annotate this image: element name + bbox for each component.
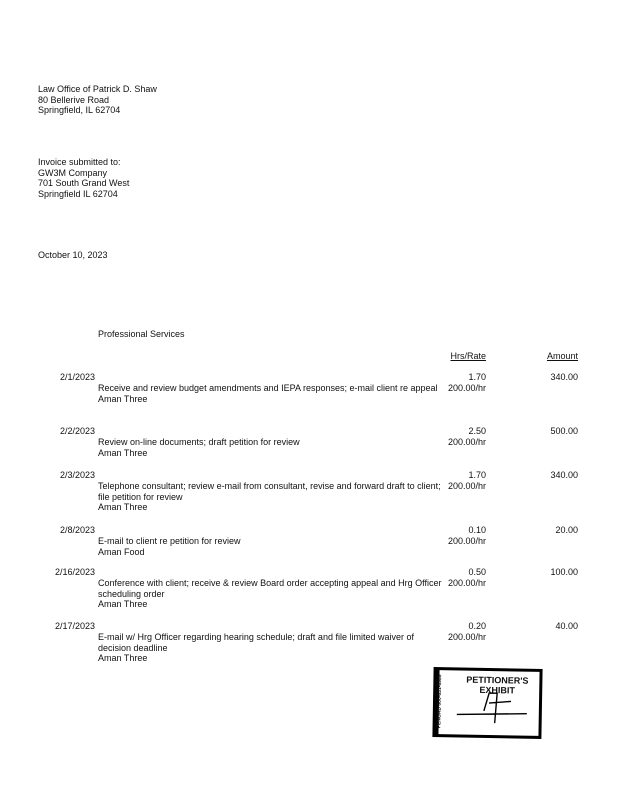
entry-hours: 0.50 — [468, 567, 486, 577]
entry-hours: 2.50 — [468, 426, 486, 436]
entry-description-text: Conference with client; receive & review… — [98, 578, 442, 599]
sender-street: 80 Bellerive Road — [38, 94, 110, 105]
entry-description: Conference with client; receive & review… — [98, 578, 448, 610]
recipient-name: GW3M Company — [38, 167, 108, 178]
entry-date: 2/3/2023 — [59, 470, 95, 480]
invoice-date: October 10, 2023 — [38, 250, 108, 260]
entry-description: E-mail to client re petition for review A… — [98, 536, 448, 557]
entry-hours: 0.10 — [468, 525, 486, 535]
entry-staff: Aman Three — [98, 599, 148, 609]
entry-staff: Aman Three — [98, 447, 148, 458]
entry-rate: 200.00/hr — [447, 480, 486, 491]
entry-date: 2/2/2023 — [59, 426, 95, 436]
recipient-address: Invoice submitted to: GW3M Company 701 S… — [38, 157, 129, 199]
sender-name: Law Office of Patrick D. Shaw — [38, 84, 157, 94]
entry-date: 2/1/2023 — [59, 372, 95, 382]
entry-amount: 20.00 — [555, 525, 578, 535]
entry-description: Review on-line documents; draft petition… — [98, 437, 448, 458]
entry-description-text: E-mail w/ Hrg Officer regarding hearing … — [98, 632, 414, 653]
signature-mark — [456, 692, 527, 724]
recipient-street: 701 South Grand West — [38, 178, 130, 188]
entry-date: 2/8/2023 — [59, 525, 95, 535]
sender-city: Springfield, IL 62704 — [38, 105, 121, 115]
entry-date: 2/17/2023 — [54, 621, 95, 631]
entry-hours: 1.70 — [468, 470, 486, 480]
entry-description: E-mail w/ Hrg Officer regarding hearing … — [98, 632, 448, 664]
entry-amount: 100.00 — [550, 567, 578, 577]
entry-staff: Aman Three — [98, 393, 148, 404]
entry-description-text: E-mail to client re petition for review — [98, 536, 241, 546]
entry-staff: Aman Three — [98, 502, 148, 512]
entry-date: 2/16/2023 — [54, 567, 95, 577]
entry-rate: 200.00/hr — [447, 382, 486, 393]
recipient-city: Springfield IL 62704 — [38, 188, 118, 199]
entry-rate: 200.00/hr — [447, 577, 486, 588]
entry-hours: 1.70 — [468, 372, 486, 382]
entry-hours: 0.20 — [468, 621, 486, 631]
entry-description-text: Review on-line documents; draft petition… — [98, 437, 300, 447]
entry-amount: 40.00 — [555, 621, 578, 631]
entry-description: Telephone consultant; review e-mail from… — [98, 481, 448, 513]
entry-amount: 340.00 — [550, 470, 578, 480]
exhibit-stamp: PENGAD 800-631-6989 PETITIONER'S EXHIBIT — [432, 667, 543, 739]
section-title: Professional Services — [98, 329, 185, 339]
column-header-hrs-rate: Hrs/Rate — [450, 351, 486, 361]
entry-rate: 200.00/hr — [447, 631, 486, 642]
entry-description: Receive and review budget amendments and… — [98, 383, 448, 404]
sender-address: Law Office of Patrick D. Shaw 80 Belleri… — [38, 84, 157, 116]
recipient-label: Invoice submitted to: — [38, 157, 121, 167]
entry-amount: 340.00 — [550, 372, 578, 382]
column-header-amount: Amount — [546, 351, 578, 361]
entry-staff: Aman Food — [98, 546, 145, 557]
entry-rate: 200.00/hr — [447, 436, 486, 447]
entry-rate: 200.00/hr — [447, 535, 486, 546]
entry-description-text: Receive and review budget amendments and… — [98, 383, 438, 393]
entry-description-text: Telephone consultant; review e-mail from… — [98, 481, 441, 502]
entry-staff: Aman Three — [98, 653, 148, 663]
entry-amount: 500.00 — [550, 426, 578, 436]
